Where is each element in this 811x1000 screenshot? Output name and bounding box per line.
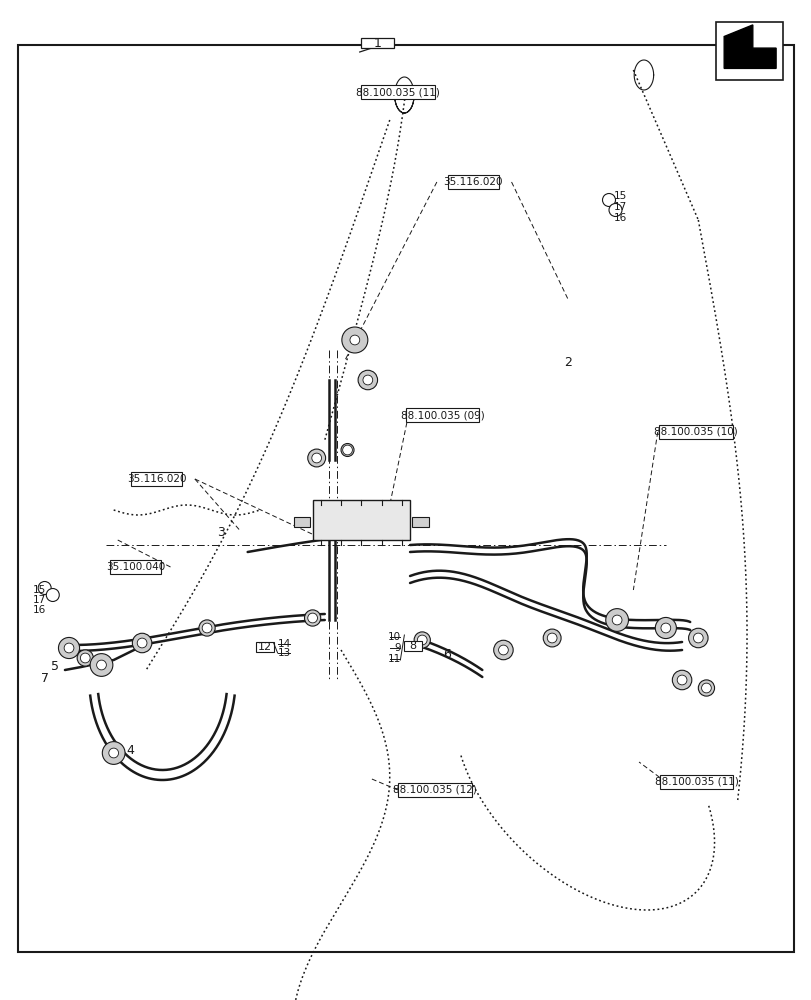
Text: 9: 9 [394, 643, 401, 653]
Bar [659, 425, 732, 439]
Circle shape [97, 660, 106, 670]
Circle shape [605, 609, 628, 631]
Circle shape [137, 638, 147, 648]
Bar [715, 22, 782, 80]
Circle shape [342, 445, 352, 455]
Circle shape [307, 613, 317, 623]
Bar [412, 517, 428, 527]
Text: 16: 16 [32, 605, 45, 615]
Circle shape [350, 335, 359, 345]
Circle shape [654, 617, 676, 639]
Text: 88.100.035 (11): 88.100.035 (11) [654, 777, 738, 787]
Text: 8: 8 [410, 641, 416, 651]
Text: 4: 4 [126, 743, 134, 756]
Bar [255, 642, 273, 652]
Text: 35.116.020: 35.116.020 [443, 177, 503, 187]
Circle shape [80, 653, 90, 663]
Circle shape [688, 628, 707, 648]
Circle shape [414, 632, 430, 648]
Circle shape [608, 204, 621, 216]
Circle shape [417, 635, 427, 645]
Circle shape [660, 623, 670, 633]
Circle shape [38, 582, 51, 594]
Bar [312, 500, 410, 540]
Circle shape [58, 637, 79, 659]
Bar [294, 517, 310, 527]
Text: 88.100.035 (11): 88.100.035 (11) [355, 87, 440, 97]
Circle shape [676, 675, 686, 685]
Circle shape [693, 633, 702, 643]
Bar [361, 85, 434, 99]
Circle shape [311, 453, 321, 463]
Bar [131, 472, 182, 486]
Circle shape [701, 683, 710, 693]
Circle shape [543, 629, 560, 647]
Circle shape [199, 620, 215, 636]
Bar [361, 38, 393, 48]
Circle shape [102, 742, 125, 764]
Text: 88.100.035 (09): 88.100.035 (09) [400, 410, 484, 420]
Circle shape [672, 670, 691, 690]
Text: 35.100.040: 35.100.040 [106, 562, 165, 572]
Text: 88.100.035 (12): 88.100.035 (12) [393, 785, 477, 795]
Text: 11: 11 [388, 654, 401, 664]
Text: 15: 15 [32, 585, 45, 595]
Circle shape [304, 610, 320, 626]
Circle shape [77, 650, 93, 666]
Circle shape [602, 194, 615, 206]
Circle shape [202, 623, 212, 633]
Text: 6: 6 [442, 648, 450, 662]
Text: 16: 16 [613, 213, 626, 223]
Circle shape [611, 615, 621, 625]
Circle shape [341, 327, 367, 353]
Bar [406, 408, 478, 422]
Bar [398, 783, 471, 797]
Bar [659, 775, 732, 789]
Text: 35.116.020: 35.116.020 [127, 474, 187, 484]
Text: 5: 5 [51, 660, 59, 672]
Circle shape [697, 680, 714, 696]
Text: 88.100.035 (10): 88.100.035 (10) [653, 427, 737, 437]
Circle shape [498, 645, 508, 655]
Circle shape [109, 748, 118, 758]
Text: 14: 14 [277, 639, 290, 649]
Circle shape [493, 640, 513, 660]
Circle shape [46, 589, 59, 601]
Circle shape [132, 633, 152, 653]
Text: 15: 15 [613, 191, 626, 201]
Text: 3: 3 [217, 526, 225, 538]
Circle shape [64, 643, 74, 653]
Text: 12: 12 [257, 642, 272, 652]
Polygon shape [723, 25, 775, 68]
Text: 1: 1 [373, 37, 381, 50]
Text: 7: 7 [41, 672, 49, 684]
Text: 17: 17 [32, 595, 45, 605]
Bar [110, 560, 161, 574]
Text: 2: 2 [564, 357, 572, 369]
Circle shape [90, 654, 113, 676]
Bar [448, 175, 498, 189]
Circle shape [341, 444, 354, 456]
Text: 10: 10 [388, 632, 401, 642]
Circle shape [358, 370, 377, 390]
Text: 17: 17 [613, 202, 626, 212]
Circle shape [547, 633, 556, 643]
Circle shape [307, 449, 325, 467]
Text: 13: 13 [277, 648, 290, 658]
Circle shape [363, 375, 372, 385]
Bar [404, 641, 422, 651]
